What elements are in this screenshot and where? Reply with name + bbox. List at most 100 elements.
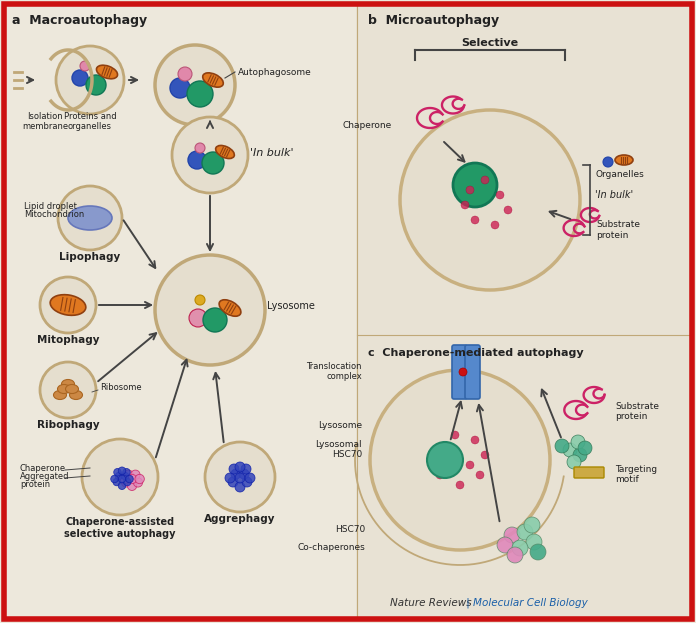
Circle shape (555, 439, 569, 453)
Circle shape (118, 467, 126, 475)
Text: Selective: Selective (461, 38, 519, 48)
Text: Co-chaperones: Co-chaperones (297, 543, 365, 553)
Circle shape (229, 464, 239, 474)
Circle shape (239, 469, 249, 479)
Circle shape (496, 191, 504, 199)
Circle shape (456, 481, 464, 489)
Circle shape (116, 472, 122, 480)
Circle shape (82, 439, 158, 515)
Circle shape (466, 186, 474, 194)
Circle shape (58, 186, 122, 250)
Text: Chaperone: Chaperone (342, 120, 392, 130)
Ellipse shape (216, 145, 235, 158)
Text: 'In bulk': 'In bulk' (250, 148, 294, 158)
Circle shape (40, 362, 96, 418)
Circle shape (567, 455, 581, 469)
Circle shape (205, 442, 275, 512)
Text: c  Chaperone-mediated autophagy: c Chaperone-mediated autophagy (368, 348, 584, 358)
Circle shape (86, 75, 106, 95)
Circle shape (131, 470, 140, 480)
Circle shape (172, 117, 248, 193)
Circle shape (504, 527, 520, 543)
Ellipse shape (50, 295, 86, 315)
Circle shape (189, 309, 207, 327)
Circle shape (530, 544, 546, 560)
Text: Translocation
complex: Translocation complex (306, 362, 362, 381)
Circle shape (56, 46, 124, 114)
Text: Chaperone-assisted
selective autophagy: Chaperone-assisted selective autophagy (64, 517, 176, 539)
Text: Autophagosome: Autophagosome (238, 68, 312, 77)
Circle shape (40, 277, 96, 333)
Text: Lysosomal
HSC70: Lysosomal HSC70 (315, 440, 362, 459)
Circle shape (578, 441, 592, 455)
Text: Ribosome: Ribosome (100, 384, 141, 392)
Circle shape (434, 446, 442, 454)
Circle shape (203, 308, 227, 332)
Circle shape (466, 461, 474, 469)
Circle shape (245, 473, 255, 483)
FancyBboxPatch shape (452, 345, 467, 399)
Circle shape (123, 478, 131, 486)
Circle shape (188, 151, 206, 169)
Circle shape (127, 474, 136, 483)
Text: Substrate
protein: Substrate protein (615, 402, 659, 421)
Ellipse shape (58, 384, 70, 394)
Circle shape (155, 255, 265, 365)
Circle shape (241, 464, 251, 474)
Ellipse shape (54, 391, 67, 399)
Ellipse shape (219, 300, 241, 316)
Text: Nature Reviews: Nature Reviews (390, 598, 472, 608)
Circle shape (573, 448, 587, 462)
Circle shape (126, 475, 133, 483)
Text: b  Microautophagy: b Microautophagy (368, 14, 499, 27)
Ellipse shape (97, 65, 118, 78)
Circle shape (471, 216, 479, 224)
Text: Lipid droplet: Lipid droplet (24, 202, 77, 211)
Text: | Molecular Cell Biology: | Molecular Cell Biology (463, 597, 587, 608)
Ellipse shape (65, 384, 79, 394)
Circle shape (80, 61, 90, 71)
Circle shape (113, 468, 121, 476)
Circle shape (427, 442, 463, 478)
Circle shape (524, 517, 540, 533)
Circle shape (133, 478, 143, 487)
Text: Targeting
motif: Targeting motif (615, 465, 657, 485)
Circle shape (481, 176, 489, 184)
Circle shape (195, 295, 205, 305)
Circle shape (231, 469, 241, 479)
Circle shape (370, 370, 550, 550)
Text: Lysosome: Lysosome (318, 422, 362, 430)
Circle shape (491, 221, 499, 229)
Circle shape (563, 443, 577, 457)
Circle shape (178, 67, 192, 81)
Circle shape (187, 81, 213, 107)
Circle shape (113, 478, 120, 486)
Text: a  Macroautophagy: a Macroautophagy (12, 14, 147, 27)
Text: Lipophagy: Lipophagy (59, 252, 120, 262)
Circle shape (603, 157, 613, 167)
Circle shape (517, 524, 533, 540)
Text: Aggregated: Aggregated (20, 472, 70, 481)
Circle shape (228, 477, 238, 487)
Circle shape (242, 477, 252, 487)
FancyBboxPatch shape (574, 467, 604, 478)
Circle shape (127, 481, 136, 490)
Circle shape (121, 478, 131, 487)
Text: protein: protein (20, 480, 50, 489)
Text: Substrate
protein: Substrate protein (596, 221, 640, 240)
Circle shape (124, 470, 133, 480)
Circle shape (120, 474, 129, 483)
Text: Chaperone: Chaperone (20, 464, 66, 473)
Circle shape (235, 482, 245, 492)
Circle shape (121, 472, 129, 480)
Text: 'In bulk': 'In bulk' (595, 190, 633, 200)
Circle shape (507, 547, 523, 563)
Circle shape (400, 110, 580, 290)
Text: Ribophagy: Ribophagy (37, 420, 100, 430)
Circle shape (122, 468, 130, 476)
Bar (4, 4, 356, 619)
Circle shape (481, 451, 489, 459)
Circle shape (202, 152, 224, 174)
Ellipse shape (203, 73, 223, 87)
Text: Mitochondrion: Mitochondrion (24, 210, 84, 219)
